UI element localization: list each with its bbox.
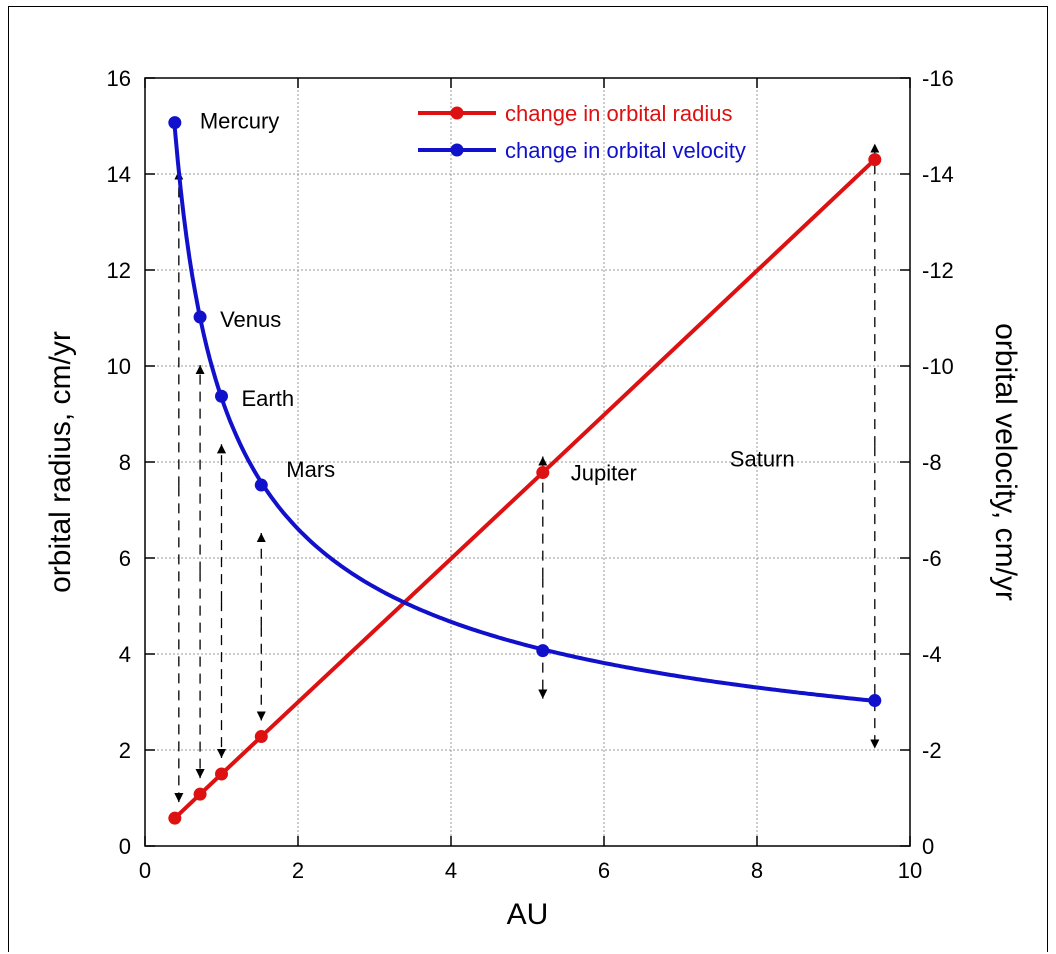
- axis-ticks: 0 2 4 6 8 1002468101214160-2-4-6-8-10-12-14-1…: [107, 66, 954, 883]
- radius-point: [193, 787, 207, 801]
- left-y-axis-label: orbital radius, cm/yr: [44, 331, 77, 593]
- x-tick-label: 8: [751, 858, 763, 883]
- left-y-tick-label: 4: [119, 642, 131, 667]
- right-y-axis-label: orbital velocity, cm/yr: [989, 323, 1022, 601]
- velocity-point: [868, 694, 882, 708]
- left-y-tick-label: 8: [119, 450, 131, 475]
- x-axis-label: AU: [507, 898, 549, 931]
- x-tick-label: 10: [898, 858, 922, 883]
- x-tick-label: 0: [139, 858, 151, 883]
- x-tick-label: 2: [292, 858, 304, 883]
- legend-marker: [450, 143, 464, 157]
- right-y-tick-label: 0: [922, 834, 934, 859]
- legend-label: change in orbital velocity: [505, 138, 746, 163]
- planet-label-jupiter: Jupiter: [571, 461, 637, 486]
- left-y-tick-label: 10: [107, 354, 131, 379]
- right-y-tick-label: -8: [922, 450, 942, 475]
- right-y-tick-label: -10: [922, 354, 954, 379]
- plot-area-border: [144, 77, 911, 847]
- radius-series-line: [173, 158, 877, 820]
- left-y-tick-label: 6: [119, 546, 131, 571]
- radius-point: [254, 730, 268, 744]
- radius-point: [868, 153, 882, 167]
- change-arrows: [174, 143, 880, 803]
- right-y-tick-label: -2: [922, 738, 942, 763]
- velocity-series-line: [172, 127, 875, 703]
- legend-marker: [450, 106, 464, 120]
- radius-point: [168, 811, 182, 825]
- right-y-tick-label: -6: [922, 546, 942, 571]
- velocity-point: [168, 116, 182, 130]
- planet-label-mars: Mars: [286, 457, 335, 482]
- right-y-tick-label: -16: [922, 66, 954, 91]
- velocity-point: [254, 478, 268, 492]
- planet-label-venus: Venus: [220, 307, 281, 332]
- data-series: Mercury Venus Earth Mars Jupiter Saturn: [168, 109, 882, 825]
- left-y-tick-label: 0: [119, 834, 131, 859]
- planet-label-mercury: Mercury: [200, 109, 279, 134]
- radius-point: [215, 767, 228, 781]
- velocity-point: [536, 644, 550, 658]
- gridlines: [145, 78, 910, 846]
- right-y-tick-label: -4: [922, 642, 942, 667]
- right-y-tick-label: -12: [922, 258, 954, 283]
- left-y-tick-label: 12: [107, 258, 131, 283]
- planet-label-earth: Earth: [242, 386, 295, 411]
- x-tick-label: 4: [445, 858, 457, 883]
- right-y-tick-label: -14: [922, 162, 954, 187]
- radius-point: [536, 466, 550, 480]
- left-y-tick-label: 16: [107, 66, 131, 91]
- legend-label: change in orbital radius: [505, 101, 732, 126]
- chart-frame: [8, 6, 1048, 952]
- velocity-point: [193, 310, 207, 324]
- left-y-tick-label: 2: [119, 738, 131, 763]
- legend: change in orbital radius change in orbita…: [418, 101, 746, 163]
- planet-label-saturn: Saturn: [730, 447, 795, 472]
- velocity-point: [215, 389, 228, 403]
- x-tick-label: 6: [598, 858, 610, 883]
- left-y-tick-label: 14: [107, 162, 131, 187]
